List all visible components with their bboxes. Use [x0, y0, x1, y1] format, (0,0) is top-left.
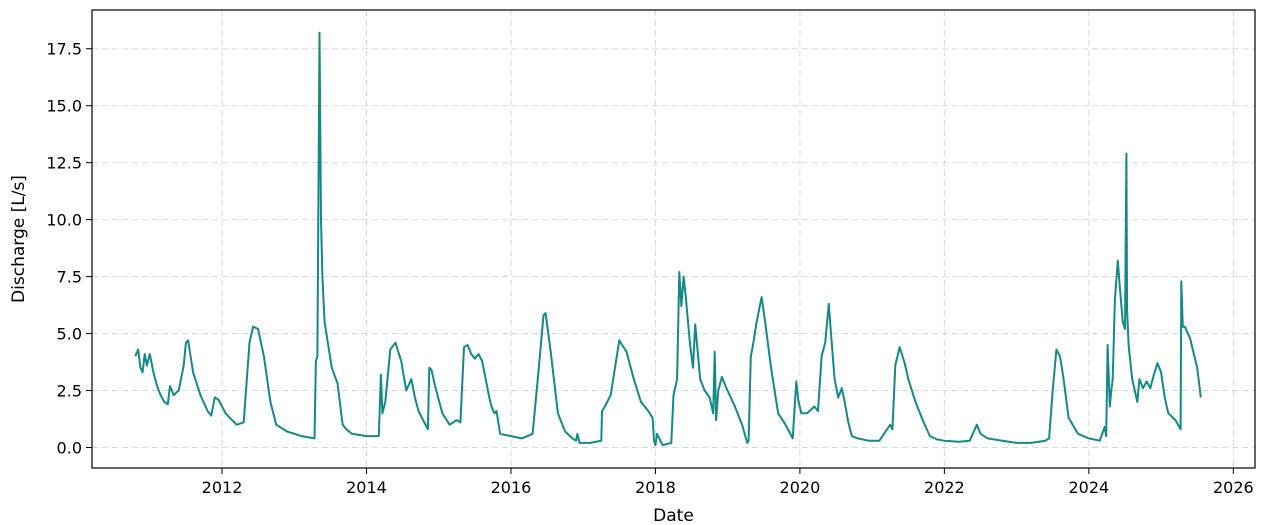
x-tick-label: 2026 [1213, 478, 1254, 497]
y-tick-label: 10.0 [46, 211, 82, 230]
y-tick-label: 0.0 [57, 438, 82, 457]
x-tick-label: 2016 [491, 478, 532, 497]
x-axis: 2012 2014 2016 2018 2020 2022 2024 2026 [202, 468, 1254, 497]
y-tick-label: 5.0 [57, 325, 82, 344]
x-tick-label: 2018 [635, 478, 676, 497]
x-tick-label: 2020 [780, 478, 821, 497]
x-tick-label: 2014 [346, 478, 387, 497]
y-tick-label: 12.5 [46, 154, 82, 173]
discharge-series-line [134, 31, 1202, 447]
plot-frame [91, 9, 1256, 469]
y-axis: 0.0 2.5 5.0 7.5 10.0 12.5 15.0 17.5 [46, 40, 92, 457]
plot-area [134, 31, 1202, 447]
x-tick-label: 2012 [202, 478, 243, 497]
y-tick-label: 15.0 [46, 97, 82, 116]
x-tick-label: 2022 [924, 478, 965, 497]
x-tick-label: 2024 [1068, 478, 1109, 497]
y-axis-label: Discharge [L/s] [9, 175, 29, 303]
y-tick-label: 7.5 [57, 268, 82, 287]
grid [92, 10, 1255, 468]
x-axis-label: Date [653, 506, 694, 525]
y-tick-label: 2.5 [57, 382, 82, 401]
y-tick-label: 17.5 [46, 40, 82, 59]
